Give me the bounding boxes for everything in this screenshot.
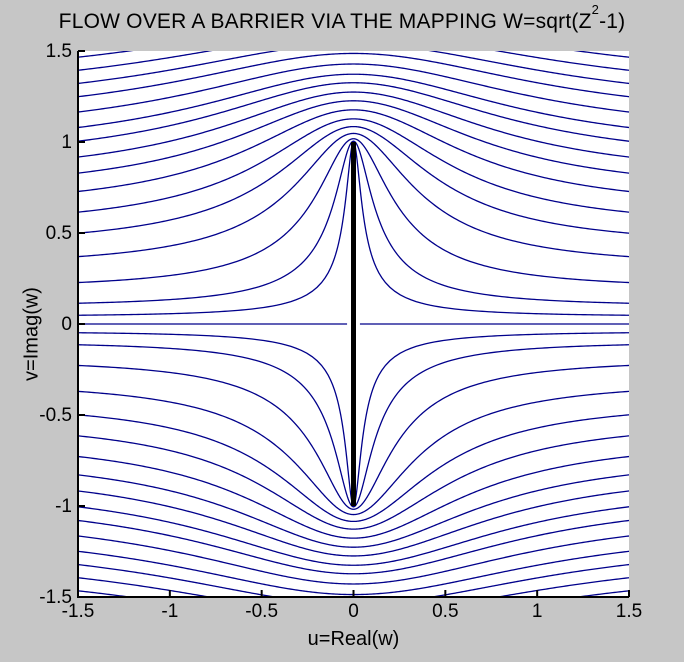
x-axis-label: u=Real(w)	[307, 628, 400, 650]
y-tick-label: -1.5	[39, 587, 72, 608]
x-tick-label: 1.5	[615, 601, 643, 622]
y-tick-label: 0	[61, 314, 72, 335]
streamline	[78, 519, 629, 575]
x-tick-label: -1.5	[61, 601, 95, 622]
streamline	[78, 344, 629, 508]
streamline	[78, 63, 629, 113]
title-text-suffix: -1)	[599, 10, 626, 33]
streamline	[78, 435, 629, 530]
y-tick-label: 1.5	[45, 41, 72, 62]
streamline	[78, 490, 629, 557]
streamline	[78, 414, 629, 523]
streamline	[78, 535, 629, 585]
streamline	[78, 138, 629, 284]
plot-title: FLOW OVER A BARRIER VIA THE MAPPING W=sq…	[0, 2, 684, 34]
streamline	[78, 82, 629, 142]
streamlines-group	[78, 51, 629, 597]
streamline	[78, 332, 629, 507]
streamline	[78, 52, 629, 98]
streamline	[78, 132, 629, 258]
streamline	[78, 455, 629, 539]
y-tick-label: 0.5	[45, 223, 72, 244]
title-text: FLOW OVER A BARRIER VIA THE MAPPING W=sq…	[58, 10, 592, 33]
streamline	[78, 100, 629, 174]
streamline	[78, 140, 629, 304]
streamline	[78, 125, 629, 234]
x-tick-label: 0	[348, 601, 359, 622]
x-tick-label: -0.5	[245, 601, 279, 622]
streamline	[78, 91, 629, 158]
streamline	[78, 141, 629, 316]
y-tick-label: -0.5	[39, 405, 72, 426]
streamline	[78, 118, 629, 213]
streamline	[78, 109, 629, 193]
x-tick-label: 0.5	[432, 601, 459, 622]
streamline	[78, 474, 629, 548]
x-tick-label: 1	[531, 601, 543, 622]
x-tick-label: -1	[161, 601, 179, 622]
y-tick-label: -1	[55, 496, 72, 517]
streamline	[78, 506, 629, 566]
streamline	[78, 364, 629, 510]
streamline	[78, 390, 629, 516]
streamline	[78, 73, 629, 129]
title-superscript: 2	[591, 1, 600, 17]
y-tick-label: 1	[61, 132, 72, 153]
